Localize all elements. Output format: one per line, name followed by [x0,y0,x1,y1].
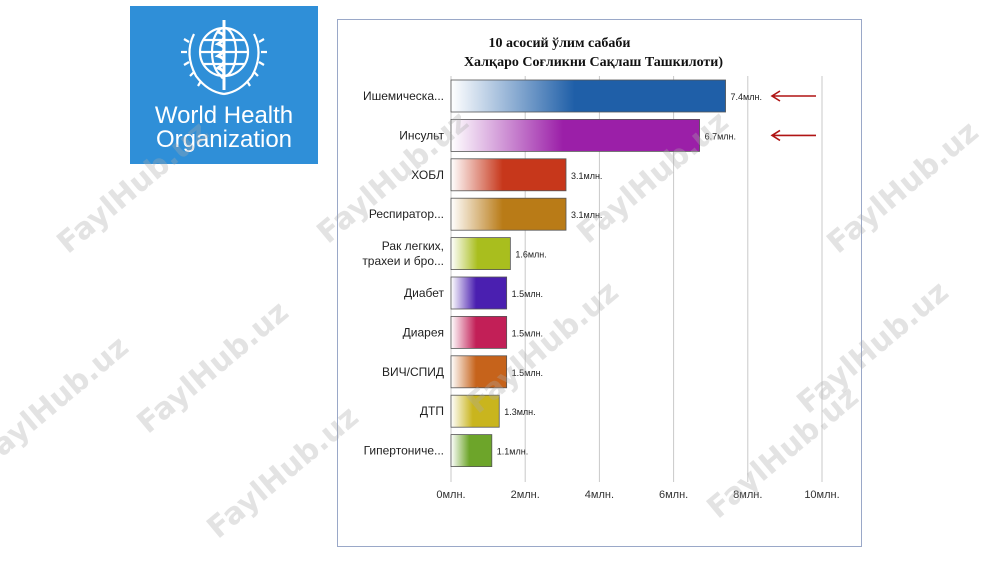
logo-line-2: Organization [155,126,293,153]
bar-chart: 0млн. 2млн. 4млн. 6млн. 8млн. 10млн. 7.4млн. Иш… [362,76,840,501]
logo-line-1: World Health [154,102,294,129]
bar [450,315,508,349]
data-label: 3.1млн. [571,171,602,181]
data-label: 1.6млн. [515,250,546,260]
bar [450,119,700,152]
watermark-text: FaylHub.uz [130,294,296,441]
bar [450,276,508,310]
watermark-text: FaylHub.uz [0,329,136,476]
category-label: Диабет [404,286,445,300]
category-label: Ишемическа... [363,89,444,103]
chart-title-line-1: 10 асосий ўлим сабаби [488,36,631,51]
category-label: ВИЧ/СПИД [382,365,444,379]
x-tick-label: 10млн. [804,489,839,501]
category-label: Респиратор... [369,207,444,221]
who-logo: World Health Organization [130,6,318,164]
category-label: Рак легких, [382,239,444,253]
x-tick-label: 8млн. [733,489,762,501]
data-label: 6.7млн. [705,131,736,141]
bar [450,434,493,468]
highlight-arrow [770,90,816,102]
bar [450,394,500,428]
chart-frame: 10 асосий ўлим сабаби Халқаро Соғликни С… [337,19,862,547]
x-tick-label: 6млн. [659,489,688,501]
data-label: 7.4млн. [731,92,762,102]
category-label: Инсульт [399,128,444,142]
data-label: 1.5млн. [512,289,543,299]
data-label: 3.1млн. [571,210,602,220]
bar [450,355,508,389]
category-label: ДТП [420,404,444,418]
category-label: ХОБЛ [411,168,444,182]
data-label: 1.1млн. [497,447,528,457]
x-tick-label: 4млн. [585,489,614,501]
bar [450,158,567,192]
who-emblem-icon [181,20,267,96]
bar [450,197,567,231]
bar [450,237,511,271]
data-label: 1.3млн. [504,407,535,417]
highlight-arrow [770,129,816,142]
x-tick-label: 0млн. [436,489,465,501]
category-label: Гипертониче... [364,444,444,458]
x-tick-label: 2млн. [511,489,540,501]
data-label: 1.5млн. [512,328,543,338]
chart-title-line-2: Халқаро Соғликни Сақлаш Ташкилоти) [463,55,724,70]
category-label: Диарея [403,325,444,339]
category-label: трахеи и бро... [362,254,444,268]
data-label: 1.5млн. [512,368,543,378]
bar [450,79,726,113]
